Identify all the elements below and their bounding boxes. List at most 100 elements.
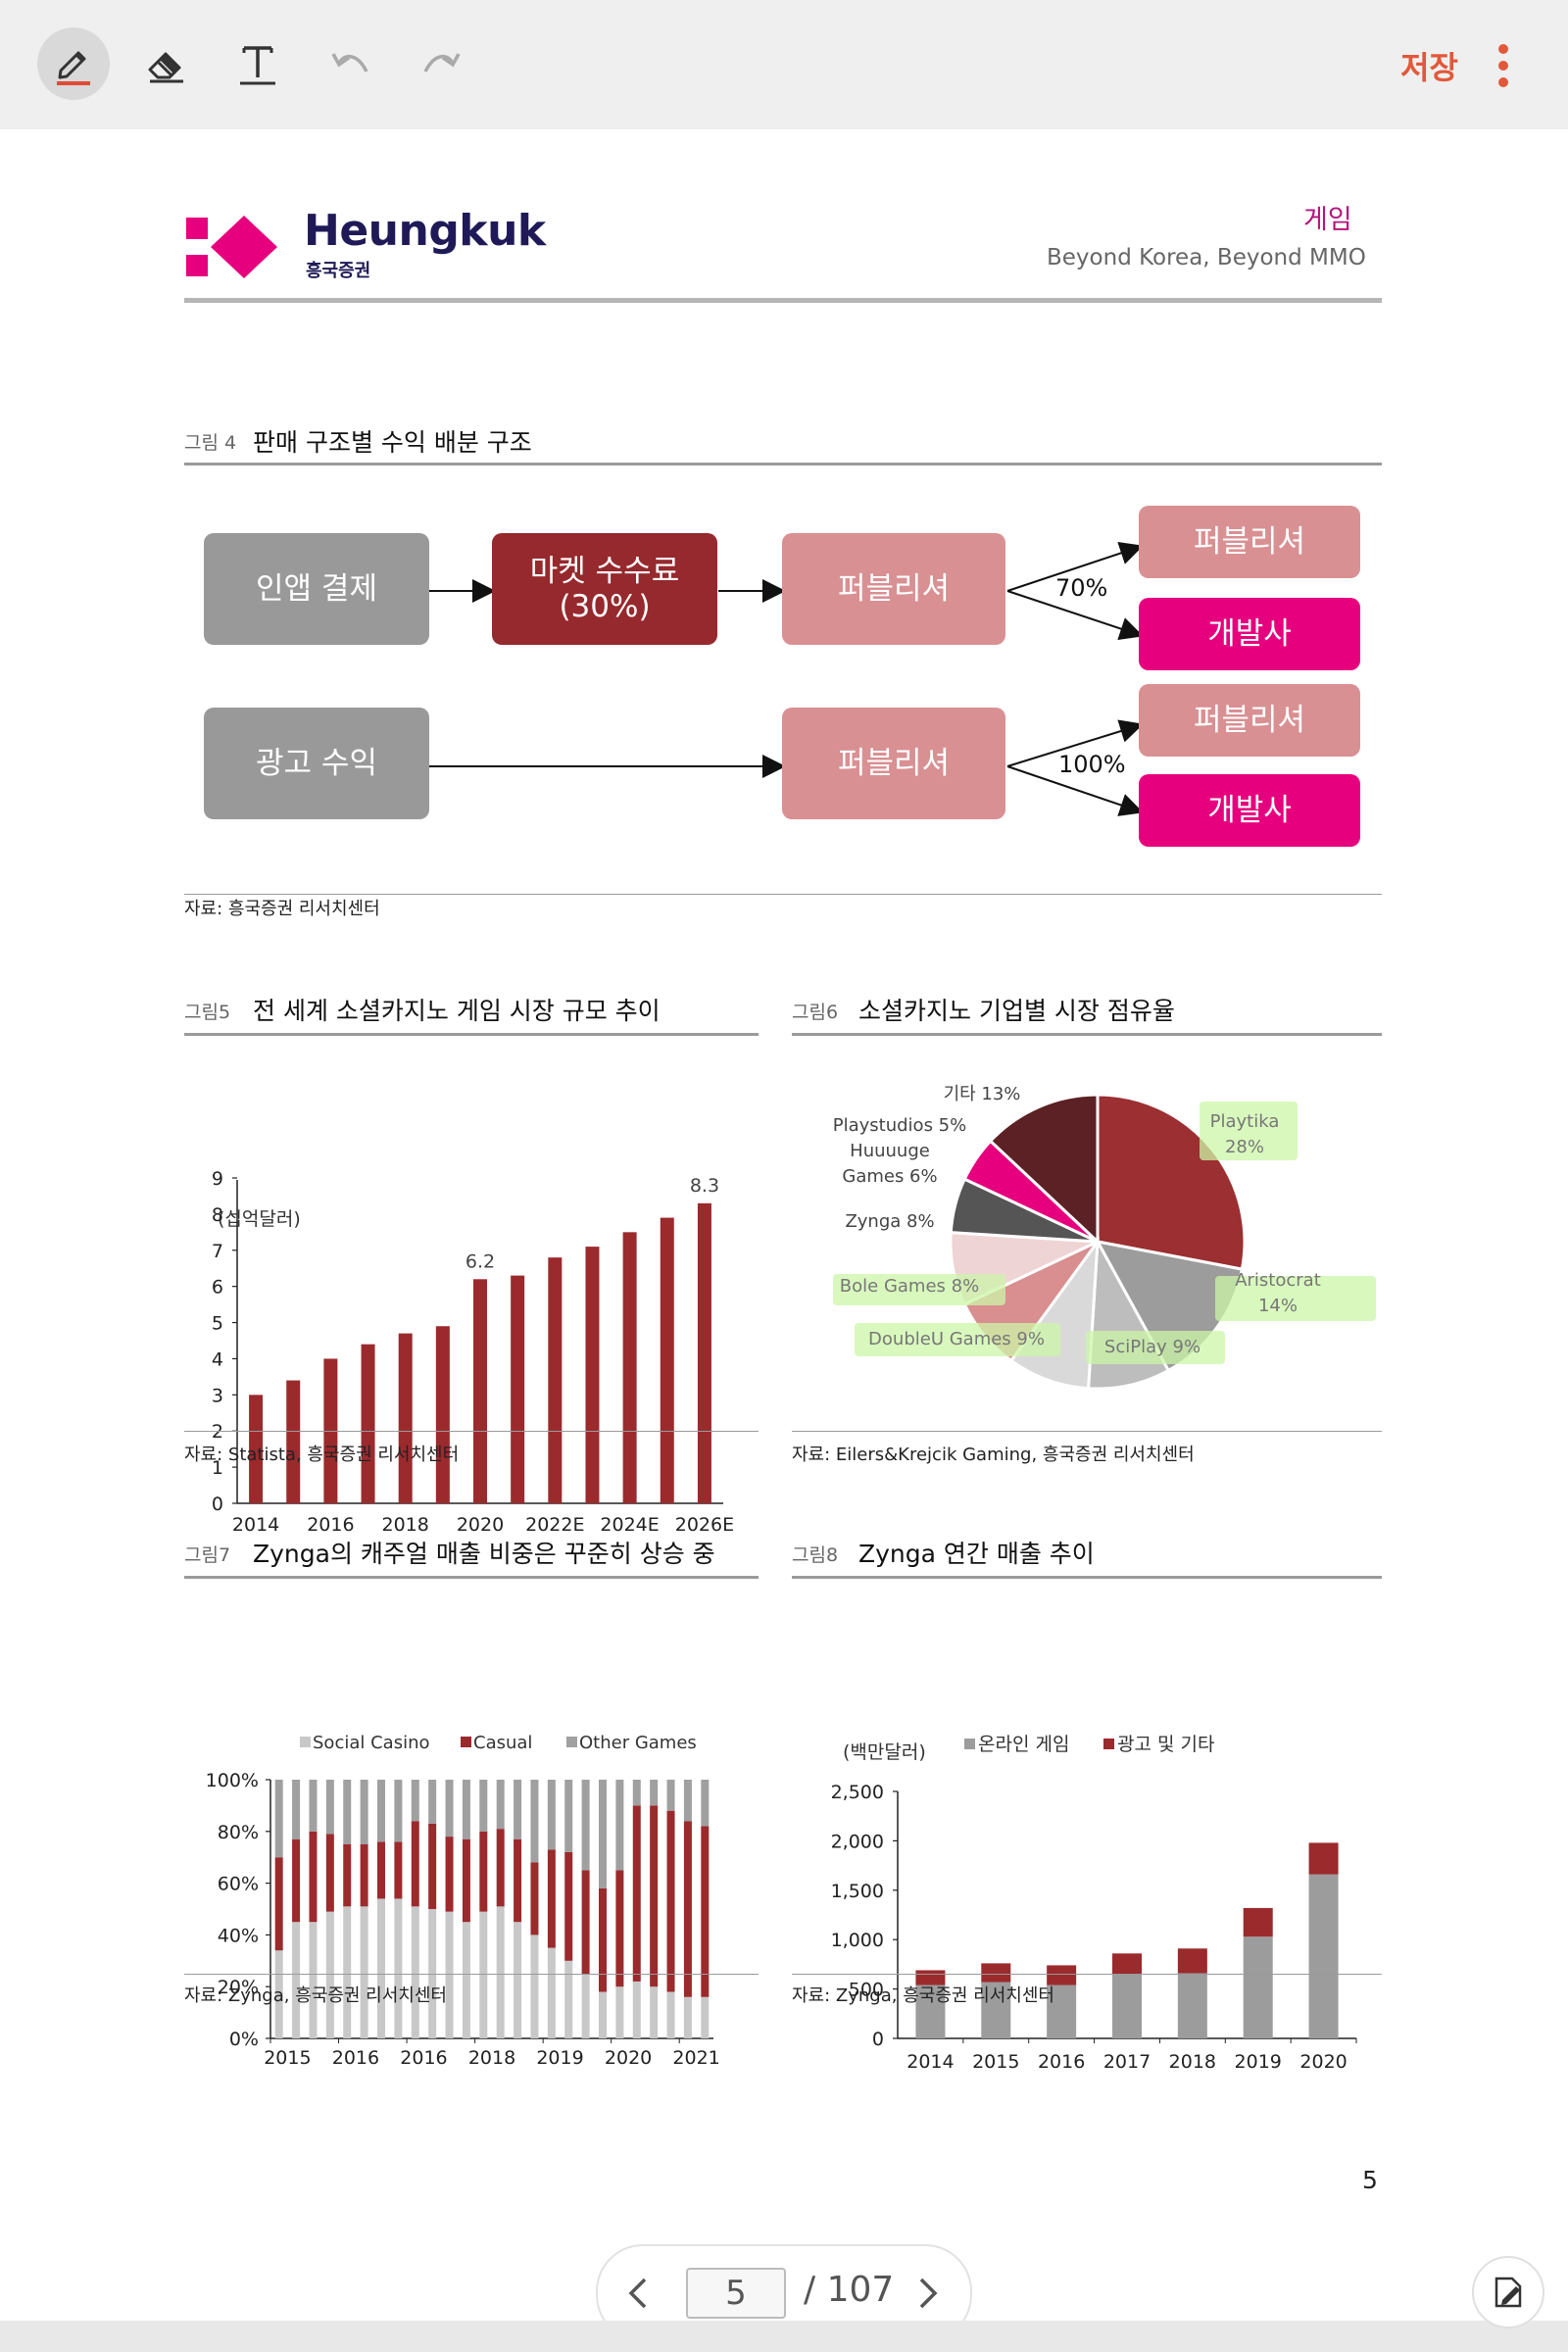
fig8-legend-swatch	[964, 1739, 975, 1749]
fig8-y-tick-label: 1,000	[831, 1930, 884, 1951]
fig8-bar-segment	[1308, 1874, 1339, 2038]
fig7-bar-segment	[564, 1851, 573, 1961]
fig7-x-tick-label: 2019	[536, 2047, 583, 2069]
redo-button[interactable]	[406, 27, 478, 100]
fig6-slice-label: Huuuuge	[850, 1141, 930, 1161]
fig7-bar-segment	[292, 1780, 301, 1839]
fig6-slice-label: 기타 13%	[944, 1084, 1021, 1104]
previous-page-icon[interactable]	[625, 2276, 651, 2311]
next-page-icon[interactable]	[915, 2276, 941, 2311]
pen-tool-button[interactable]	[37, 27, 110, 100]
brand-subtitle: 흥국증권	[306, 261, 371, 281]
flow-node-publisher-2: 퍼블리셔	[782, 708, 1005, 819]
fig7-bar-segment	[599, 1780, 607, 1888]
fig5-bar	[585, 1247, 600, 1503]
fig5-x-tick-label: 2018	[382, 1514, 429, 1536]
flow-node-publisher-share-2: 퍼블리셔	[1139, 684, 1360, 757]
fig8-x-tick-label: 2017	[1103, 2051, 1151, 2073]
fig7-bar-segment	[411, 1821, 419, 1907]
fig7-bar-segment	[514, 1922, 522, 2038]
fig7-bar-segment	[445, 1780, 454, 1838]
save-button[interactable]: 저장	[1400, 49, 1458, 86]
fig7-x-tick-label: 2020	[605, 2047, 652, 2069]
fig6-highlighter-mark	[1200, 1102, 1298, 1160]
fig7-bar-segment	[632, 1805, 641, 1982]
undo-button[interactable]	[314, 27, 386, 100]
fig6-title-rule	[792, 1033, 1382, 1036]
fig7-bar-segment	[581, 1870, 590, 1974]
fig7-y-tick-label: 20%	[218, 1977, 259, 1998]
fig5-y-unit: (십억달러)	[218, 1208, 301, 1230]
redo-icon	[423, 53, 461, 73]
fig8-bar-segment	[981, 1982, 1011, 2038]
fig7-bar-segment	[445, 1911, 454, 2038]
flow-label-70: 70%	[1055, 574, 1108, 602]
fig5-x-tick-label: 2024E	[600, 1514, 659, 1536]
fig7-bar-segment	[615, 1986, 624, 2038]
edit-document-icon	[1494, 2277, 1522, 2308]
fig8-bar-segment	[1177, 1948, 1207, 1974]
fig8-x-tick-label: 2014	[906, 2051, 954, 2073]
fig5-y-tick-label: 8	[212, 1204, 223, 1226]
fig4-number: 그림 4	[184, 432, 237, 454]
fig5-y-tick-label: 3	[212, 1385, 223, 1406]
fig5-bar	[286, 1380, 301, 1503]
fig6-slice-label: SciPlay 9%	[1104, 1337, 1200, 1357]
fig5-bar-chart: (십억달러) 0 1 2 3 4 5 6 7 8 9 6.2 8.3 2014 2016 2018 2020 20…	[212, 1168, 734, 1536]
more-options-icon[interactable]	[1495, 43, 1511, 88]
fig5-y-tick-label: 2	[212, 1421, 223, 1443]
flow-node-publisher-share-1: 퍼블리셔	[1139, 506, 1360, 578]
fig7-x-tick-label: 2021	[672, 2047, 719, 2069]
edit-document-button[interactable]	[1472, 2256, 1544, 2328]
fig7-legend-label: Other Games	[579, 1733, 697, 1753]
text-tool-button[interactable]	[221, 27, 294, 100]
fig7-bar-segment	[547, 1849, 556, 1948]
fig8-y-tick-label: 0	[872, 2029, 884, 2050]
fig6-slice-label: Playtika	[1210, 1111, 1280, 1132]
fig7-bar-segment	[394, 1780, 403, 1842]
fig7-bar-segment	[530, 1862, 539, 1936]
fig7-bar-segment	[581, 1780, 590, 1871]
fig7-y-tick-label: 80%	[218, 1822, 259, 1843]
fig4-flow-arrows	[429, 541, 1144, 816]
page-number-input[interactable]: 5	[686, 2268, 786, 2319]
eraser-tool-button[interactable]	[129, 27, 202, 100]
fig4-source-rule	[184, 894, 1382, 895]
fig5-bar	[473, 1279, 487, 1503]
eraser-icon	[148, 52, 183, 83]
fig7-bar-segment	[547, 1780, 556, 1850]
fig8-bar-segment	[1243, 1907, 1273, 1937]
fig8-source: 자료: Zynga, 흥국증권 리서치센터	[792, 1985, 1054, 2006]
fig7-bar-segment	[377, 1780, 385, 1842]
fig6-pie-chart: Playtika 28% Aristocrat 14% SciPlay 9% Double…	[833, 1084, 1376, 1391]
flow-node-developer-share-1: 개발사	[1139, 598, 1360, 670]
fig8-source-rule	[792, 1974, 1382, 1975]
fig7-legend-label: Casual	[473, 1733, 532, 1753]
fig7-bar-segment	[683, 1780, 692, 1822]
fig8-bar-segment	[1243, 1936, 1273, 2038]
fig5-bar	[548, 1257, 563, 1503]
flow-node-publisher-1: 퍼블리셔	[782, 533, 1005, 645]
fig7-bar-segment	[496, 1906, 505, 2038]
fig7-bar-segment	[650, 1986, 659, 2038]
fig8-bar-segment	[981, 1963, 1011, 1983]
fig8-stacked-bar-chart: (백만달러) 온라인 게임 광고 및 기타 0 500 1,000 1,500 2,000 2,…	[831, 1734, 1357, 2073]
fig5-source: 자료: Statista, 흥국증권 리서치센터	[184, 1445, 460, 1465]
fig5-bar	[511, 1275, 525, 1503]
fig5-title: 전 세계 소셜카지노 게임 시장 규모 추이	[253, 997, 661, 1025]
fig5-bar	[697, 1202, 711, 1503]
fig7-bar-segment	[666, 1780, 675, 1811]
fig7-bar-segment	[615, 1780, 624, 1871]
fig7-bar-segment	[701, 1826, 710, 1997]
fig5-data-label: 8.3	[690, 1175, 719, 1197]
fig7-title-rule	[184, 1576, 759, 1579]
fig7-source-rule	[184, 1974, 759, 1975]
fig7-bar-segment	[343, 1780, 352, 1844]
fig7-bar-segment	[394, 1898, 403, 2038]
fig5-bar	[435, 1326, 450, 1503]
fig7-bar-segment	[530, 1780, 539, 1863]
fig5-bar	[249, 1395, 264, 1503]
fig8-title-rule	[792, 1576, 1382, 1579]
fig5-x-tick-label: 2016	[307, 1514, 354, 1536]
fig6-slice-label: DoubleU Games 9%	[868, 1329, 1045, 1349]
